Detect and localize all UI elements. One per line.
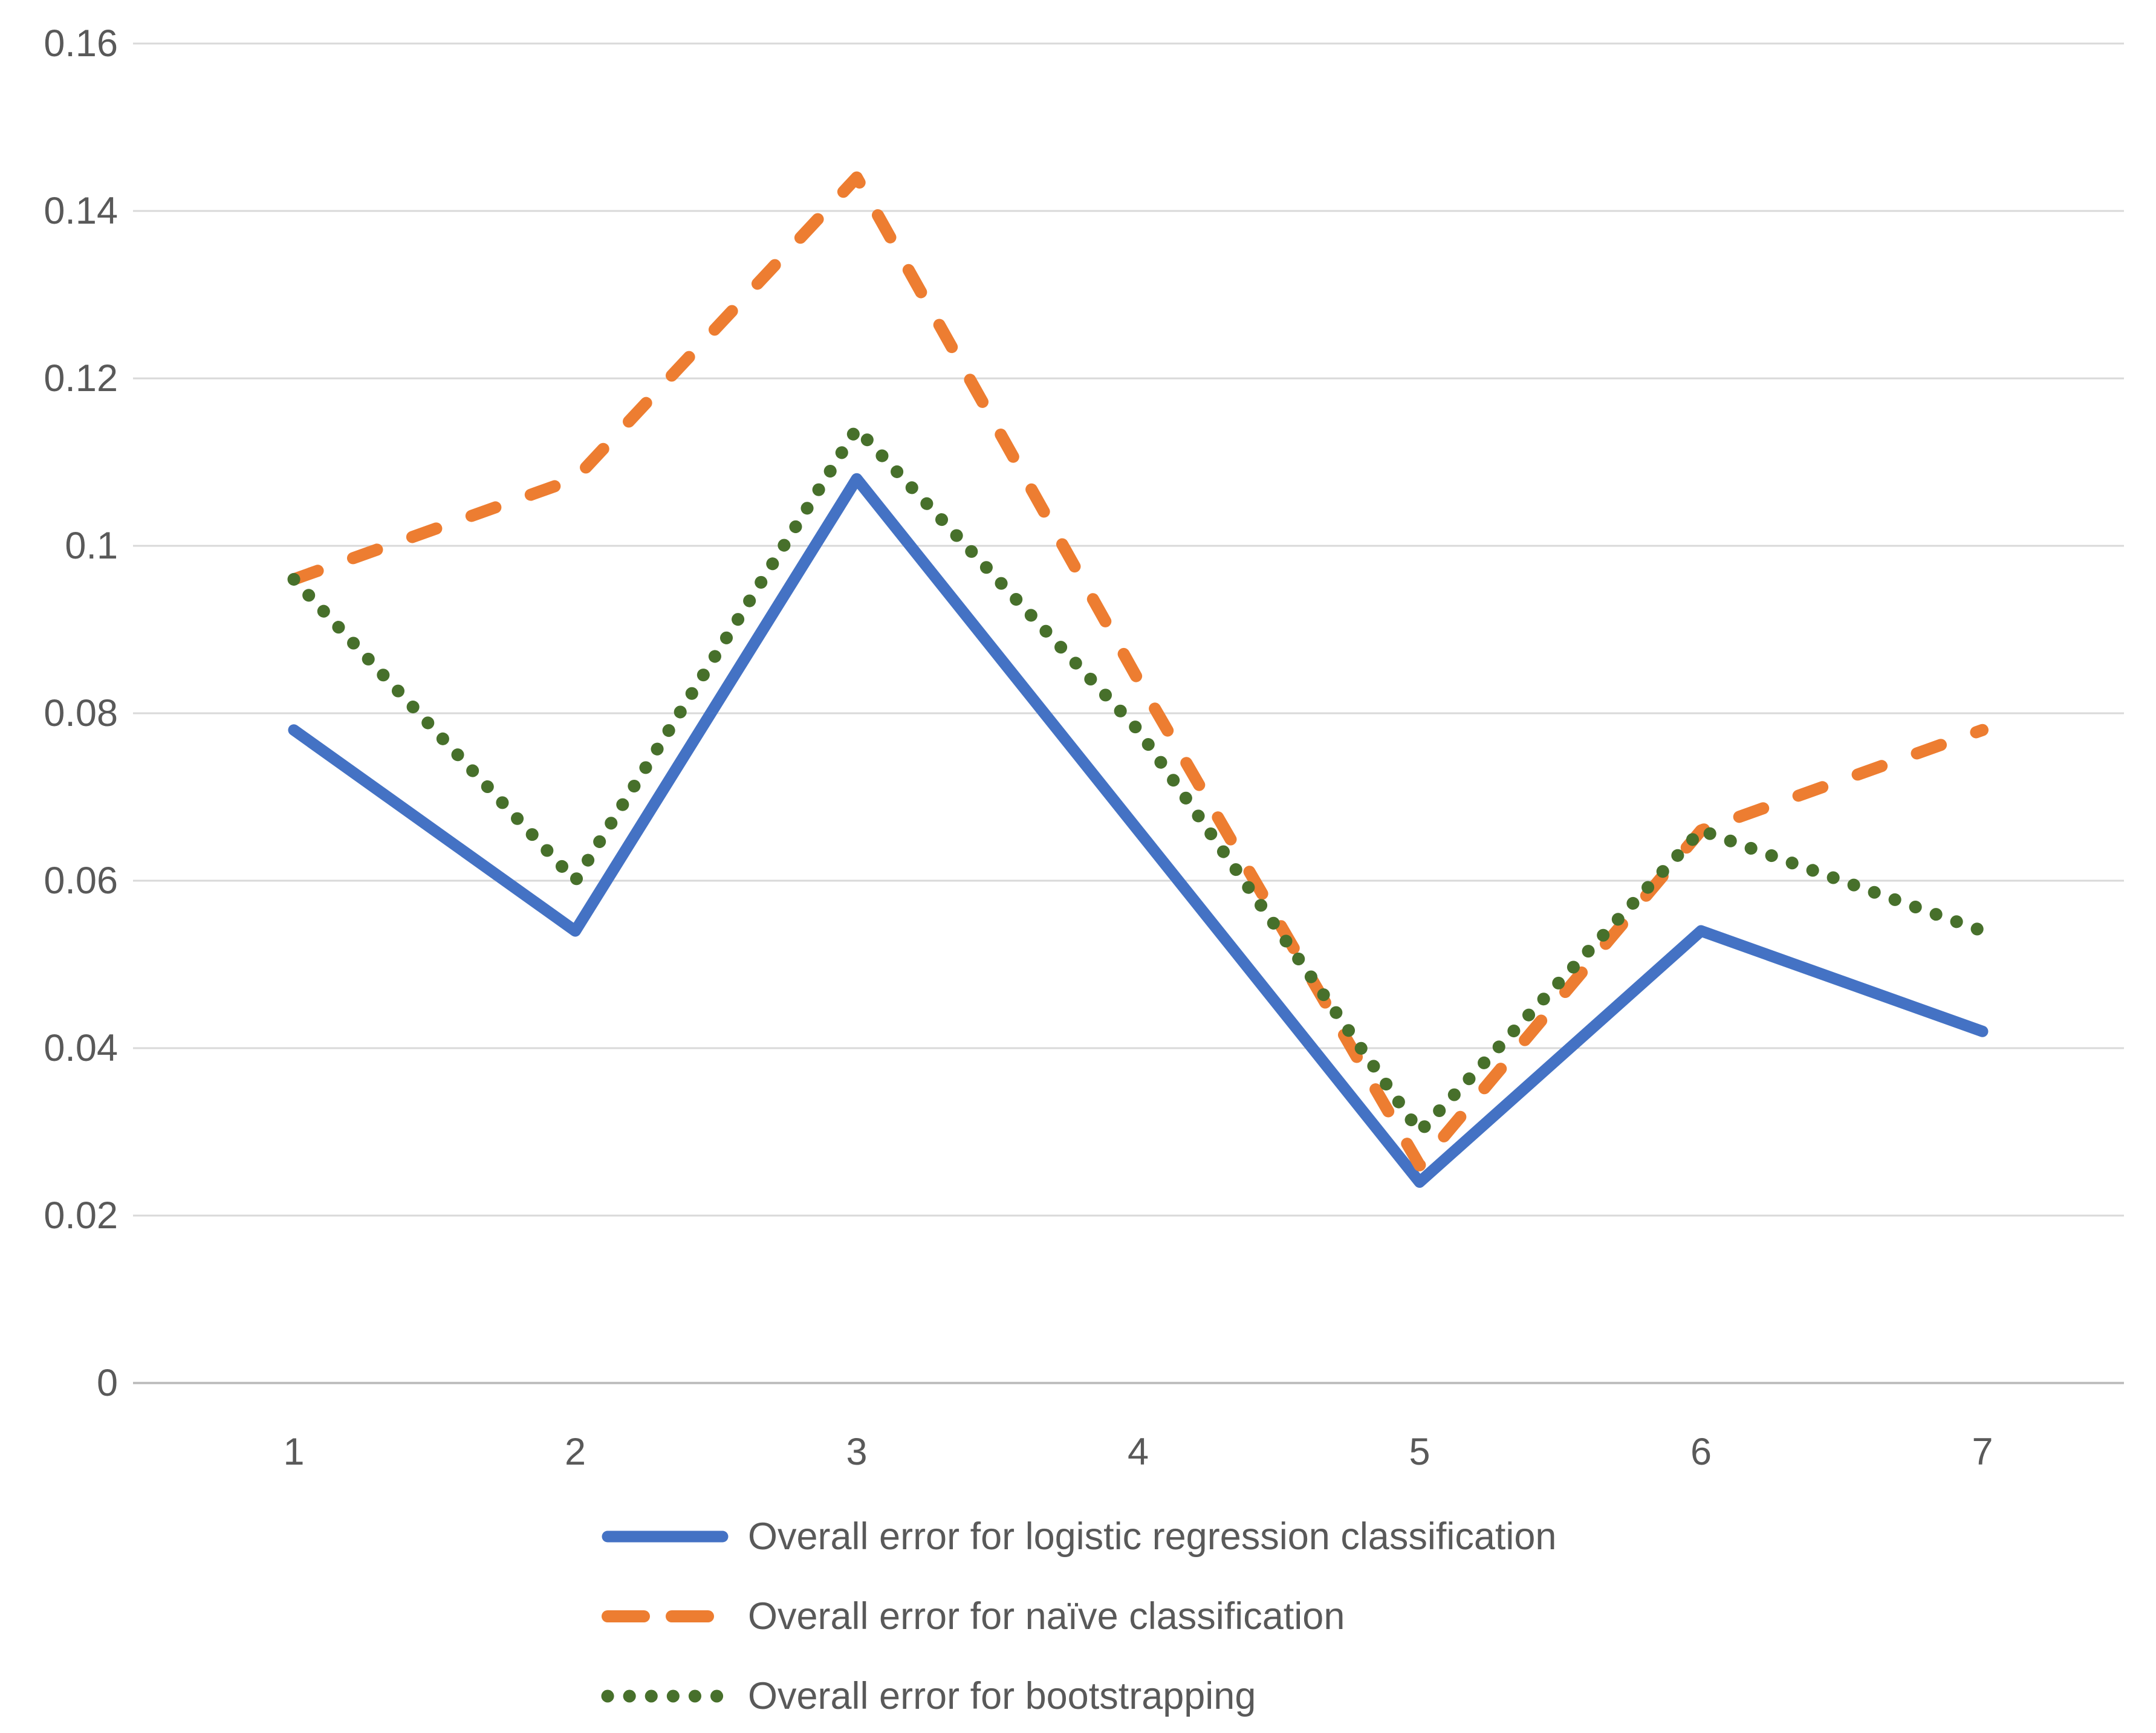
legend-item: Overall error for logistic regression cl… <box>602 1515 1556 1558</box>
gridlines <box>133 42 2124 1384</box>
x-axis-labels: 1 2 3 4 5 6 7 <box>283 1431 1993 1473</box>
y-tick-label: 0.1 <box>65 525 118 567</box>
series-line-dotted <box>287 422 1989 1138</box>
legend-item: Overall error for bootstrapping <box>601 1675 1256 1717</box>
legend: Overall error for logistic regression cl… <box>601 1515 1556 1717</box>
y-tick-label: 0.16 <box>44 22 118 65</box>
y-tick-label: 0 <box>97 1362 118 1404</box>
y-tick-label: 0.08 <box>44 692 118 734</box>
y-tick-label: 0.02 <box>44 1194 118 1237</box>
y-axis-labels: 0 0.02 0.04 0.06 0.08 0.1 0.12 0.14 0.16 <box>44 22 118 1404</box>
x-tick-label: 6 <box>1690 1431 1712 1473</box>
y-tick-label: 0.12 <box>44 357 118 400</box>
x-tick-label: 2 <box>565 1431 586 1473</box>
x-tick-label: 1 <box>283 1431 304 1473</box>
y-tick-label: 0.14 <box>44 190 118 232</box>
x-tick-label: 4 <box>1128 1431 1149 1473</box>
series-line-dashed <box>288 171 1989 1171</box>
legend-label: Overall error for bootstrapping <box>748 1675 1256 1717</box>
legend-label: Overall error for logistic regression cl… <box>748 1515 1556 1558</box>
x-tick-label: 5 <box>1409 1431 1430 1473</box>
x-tick-label: 7 <box>1972 1431 1993 1473</box>
x-tick-label: 3 <box>846 1431 867 1473</box>
legend-item: Overall error for naïve classification <box>602 1595 1345 1637</box>
legend-label: Overall error for naïve classification <box>748 1595 1345 1637</box>
y-tick-label: 0.04 <box>44 1027 118 1069</box>
series-line-solid <box>288 473 1989 1188</box>
series-lines <box>287 171 1989 1188</box>
y-tick-label: 0.06 <box>44 860 118 902</box>
